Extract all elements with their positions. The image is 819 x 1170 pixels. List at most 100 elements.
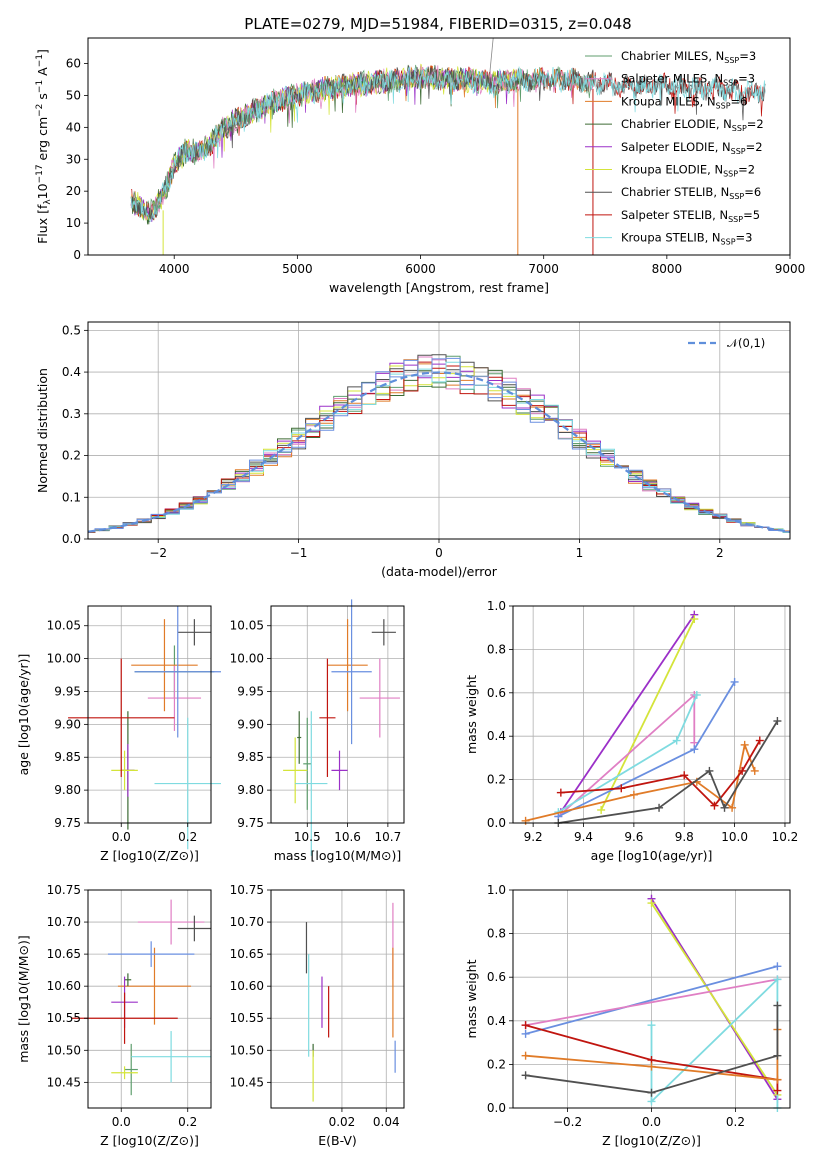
weight-line xyxy=(560,740,761,807)
y-tick-label: 10.45 xyxy=(47,1075,81,1089)
x-tick-label: 0.0 xyxy=(112,1115,131,1129)
legend-entry: Kroupa STELIB, NSSP=3 xyxy=(621,231,752,247)
x-tick-label: 0 xyxy=(435,546,443,560)
histogram-step xyxy=(88,365,790,533)
axes-mass-weight-vs-age: 9.2 9.4 9.6 9.8 10.0 10.2 0.0 0.2 0.4 0.6 0.8 1.0 ag… xyxy=(464,599,798,863)
x-tick-label: 0.0 xyxy=(642,1115,661,1129)
axes-mass-vs-Z: 0.0 0.2 10.45 10.50 10.55 10.60 10.65 10.70 10.7… xyxy=(16,883,212,1148)
histogram-step xyxy=(88,357,790,532)
y-tick-label: 0.2 xyxy=(487,773,506,787)
histogram-step xyxy=(88,369,790,533)
y-tick-label: 0.4 xyxy=(487,1014,506,1028)
weight-line xyxy=(525,965,778,1035)
x-tick-label: 10.5 xyxy=(294,830,321,844)
y-tick-label: 0.8 xyxy=(487,927,506,941)
y-tick-label: 0.0 xyxy=(62,532,81,546)
axes-age-vs-Z: 0.0 0.2 9.75 9.80 9.85 9.90 9.95 10.00 10.05 Z [l… xyxy=(16,605,221,863)
x-axis-label: Z [log10(Z/Z⊙)] xyxy=(100,848,199,863)
y-tick-label: 0.5 xyxy=(62,323,81,337)
x-tick-label: 7000 xyxy=(528,262,559,276)
y-tick-label: 10.00 xyxy=(47,652,81,666)
y-tick-label: 0.4 xyxy=(62,365,81,379)
x-tick-label: 2 xyxy=(716,546,724,560)
y-tick-label: 0.2 xyxy=(62,449,81,463)
legend-entry: Chabrier ELODIE, NSSP=2 xyxy=(621,117,764,133)
x-tick-label: 0.02 xyxy=(329,1115,356,1129)
histogram-step xyxy=(88,361,790,533)
y-tick-label: 9.90 xyxy=(54,717,81,731)
legend-entry: 𝒩(0,1) xyxy=(727,336,765,350)
y-axis-label: mass weight xyxy=(464,675,479,754)
x-tick-label: 9.6 xyxy=(624,830,643,844)
y-tick-label: 0 xyxy=(73,248,81,262)
y-tick-label: 10.55 xyxy=(230,1011,264,1025)
histogram-step xyxy=(88,361,790,533)
y-tick-label: 40 xyxy=(66,120,81,134)
spectra-group xyxy=(130,38,766,255)
legend-entry: Chabrier STELIB, NSSP=6 xyxy=(621,185,761,201)
y-tick-label: 0.6 xyxy=(487,686,506,700)
x-tick-label: 6000 xyxy=(405,262,436,276)
weight-line xyxy=(560,614,696,813)
y-tick-label: 10.50 xyxy=(230,1043,264,1057)
x-tick-label: −1 xyxy=(290,546,308,560)
y-tick-label: 60 xyxy=(66,57,81,71)
y-tick-label: 1.0 xyxy=(487,599,506,613)
y-tick-label: 9.95 xyxy=(54,684,81,698)
y-tick-label: 9.75 xyxy=(237,816,264,830)
y-tick-label: 9.75 xyxy=(54,816,81,830)
plot-frame xyxy=(512,605,791,824)
weight-line xyxy=(525,978,778,1027)
plot-frame xyxy=(87,605,212,824)
axes-mass-weight-vs-Z: −0.2 0.0 0.2 0.0 0.2 0.4 0.6 0.8 1.0 Z [log10(Z/Z… xyxy=(464,883,791,1148)
y-tick-label: 10.60 xyxy=(230,979,264,993)
axes-mass-vs-EBV: 0.02 0.04 10.45 10.50 10.55 10.60 10.65 10.70 10… xyxy=(230,883,405,1148)
x-tick-label: 9000 xyxy=(775,262,806,276)
y-tick-label: 0.3 xyxy=(62,407,81,421)
legend-entry: Kroupa MILES, NSSP=6 xyxy=(621,94,747,110)
weight-line xyxy=(650,902,779,1096)
plot-frame xyxy=(270,605,405,824)
axes-spectrum: 4000 5000 6000 7000 8000 9000 0 10 20 30 40 50 60 wav… xyxy=(35,37,806,295)
x-tick-label: 9.4 xyxy=(574,830,593,844)
legend-entry: Salpeter STELIB, NSSP=5 xyxy=(621,208,760,224)
axes-age-vs-mass: 10.5 10.6 10.7 9.75 9.80 9.85 9.90 9.95 10.00 10.… xyxy=(230,599,405,863)
x-tick-label: 9.2 xyxy=(524,830,543,844)
plot-frame xyxy=(270,889,405,1109)
y-tick-label: 10.50 xyxy=(47,1043,81,1057)
y-tick-label: 20 xyxy=(66,184,81,198)
y-tick-label: 10 xyxy=(66,216,81,230)
legend-entry: Salpeter MILES, NSSP=3 xyxy=(621,72,755,88)
plot-frame xyxy=(87,889,212,1109)
y-axis-label: Normed distribution xyxy=(35,368,50,493)
y-tick-label: 0.2 xyxy=(487,1057,506,1071)
y-tick-label: 9.80 xyxy=(54,783,81,797)
x-tick-label: 10.2 xyxy=(772,830,799,844)
y-tick-label: 10.00 xyxy=(230,652,264,666)
x-tick-label: 10.6 xyxy=(334,830,361,844)
x-tick-label: 0.2 xyxy=(178,830,197,844)
spectrum-line xyxy=(130,66,766,222)
y-tick-label: 10.55 xyxy=(47,1011,81,1025)
weight-line xyxy=(525,1005,779,1094)
y-tick-label: 10.75 xyxy=(230,883,264,897)
emission-line xyxy=(489,38,494,77)
x-tick-label: 1 xyxy=(576,546,584,560)
x-axis-label: age [log10(age/yr)] xyxy=(591,848,713,863)
x-tick-label: 0.0 xyxy=(112,830,131,844)
y-axis-label: age [log10(age/yr)] xyxy=(16,654,31,776)
x-tick-label: 10.0 xyxy=(721,830,748,844)
x-tick-label: 0.04 xyxy=(373,1115,400,1129)
y-tick-label: 0.1 xyxy=(62,490,81,504)
legend-entry: Salpeter ELODIE, NSSP=2 xyxy=(621,140,763,156)
histogram-step xyxy=(88,355,790,533)
y-axis-label: mass weight xyxy=(464,959,479,1038)
weight-line xyxy=(525,741,756,822)
x-tick-label: −0.2 xyxy=(553,1115,582,1129)
y-tick-label: 30 xyxy=(66,152,81,166)
x-tick-label: 0.2 xyxy=(178,1115,197,1129)
y-tick-label: 0.8 xyxy=(487,642,506,656)
y-tick-label: 9.85 xyxy=(237,750,264,764)
x-axis-label: (data-model)/error xyxy=(381,564,498,579)
